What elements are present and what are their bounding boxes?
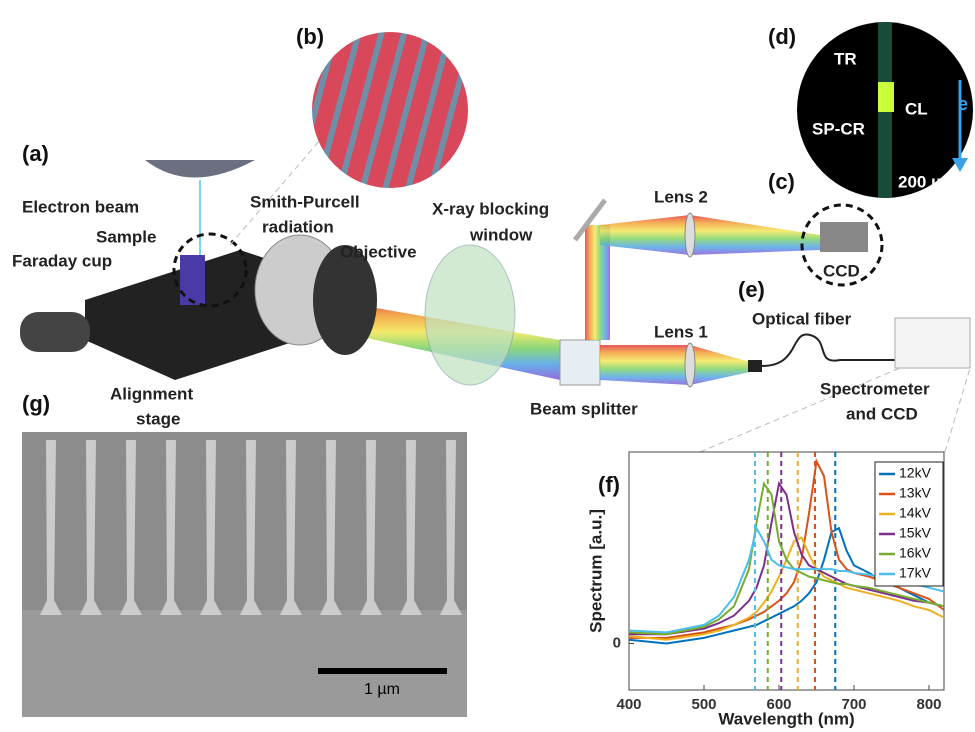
panel-label: (c) [768,169,795,194]
label: Beam splitter [530,399,638,418]
fiber [762,335,895,366]
label: Alignment [110,384,193,403]
spectrometer [895,318,970,368]
legend-label: 12kV [899,465,932,481]
label: e [958,94,968,114]
y-tick-label: 0 [613,634,621,651]
ccd [820,222,868,252]
label: Smith-Purcell [250,192,360,211]
panel-label: (g) [22,391,50,416]
label: Spectrometer [820,379,930,398]
label: radiation [262,217,334,236]
sample [180,255,205,305]
beam-splitter [560,340,600,385]
label: Electron beam [22,197,139,216]
fiber-connector [748,360,762,372]
beam [600,345,750,385]
sem-image: 1 µm [22,432,467,717]
scale-label: 1 µm [364,681,400,698]
sem-substrate [22,610,467,717]
label: and CCD [846,404,918,423]
lens [685,213,695,257]
electron-gun [145,160,255,178]
micrometer [20,312,90,352]
x-tick-label: 800 [916,696,941,713]
panel-label: (b) [296,24,324,49]
label: X-ray blocking [432,199,549,218]
label: CL [905,99,928,118]
label: stage [136,409,180,428]
label: Objective [340,242,417,261]
label: window [469,225,533,244]
label: Faraday cup [12,251,112,270]
x-tick-label: 500 [691,696,716,713]
panel-label: (f) [598,472,620,497]
label: Lens 2 [654,187,708,206]
window [425,245,515,385]
panel-label: (e) [738,277,765,302]
grating-inset [312,32,468,188]
label: Sample [96,227,156,246]
page: {"panels": {"a": "(a)", "b": "(b)", "c":… [0,0,975,732]
label: CCD [823,261,860,280]
lens [685,343,695,387]
cl-spot [878,82,894,112]
label: Optical fiber [752,309,852,328]
label: TR [834,49,857,68]
arrow-head [952,158,968,172]
y-axis-label: Spectrum [a.u.] [586,509,605,633]
x-axis-label: Wavelength (nm) [718,709,854,728]
legend-label: 15kV [899,525,932,541]
panel-label: (a) [22,141,49,166]
legend-label: 13kV [899,485,932,501]
zoom-line [945,368,970,452]
legend-label: 14kV [899,505,932,521]
beam [600,215,820,255]
label: Lens 1 [654,322,708,341]
label: 200 µm [898,172,956,191]
legend-label: 17kV [899,565,932,581]
legend-label: 16kV [899,545,932,561]
label: SP-CR [812,119,865,138]
objective-mount [313,245,377,355]
x-tick-label: 400 [616,696,641,713]
panel-label: (d) [768,24,796,49]
figure: (a) (b) (c) (d) (e) (g) Electron beam Sm… [0,0,975,732]
